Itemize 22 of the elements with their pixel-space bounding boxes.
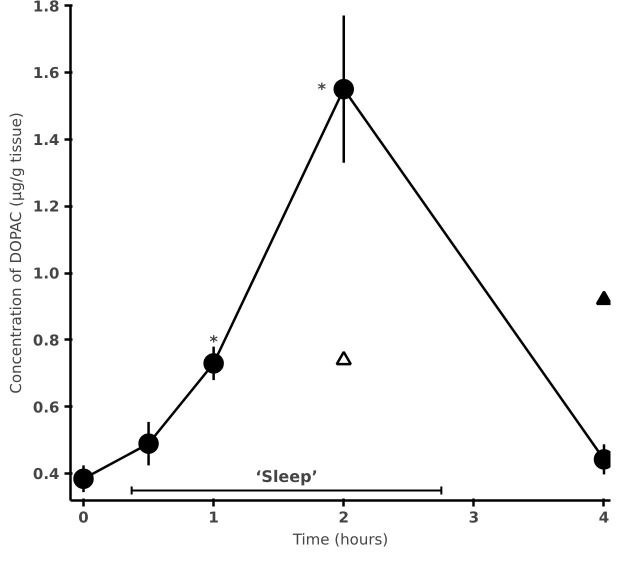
y-tick-label: 1.2 [32,198,60,216]
y-tick-label: 1.4 [32,130,60,149]
x-tick-label: 0 [78,508,89,526]
y-tick-label: 0.8 [32,331,60,350]
y-tick-label: 0.6 [32,398,60,416]
y-tick-label: 1.6 [32,64,60,82]
x-axis-title: Time (hours) [292,530,388,548]
y-tick-label: 0.4 [32,465,60,484]
annotation: ‘Sleep’ [255,466,318,486]
x-tick-label: 4 [598,508,610,526]
x-tick-label: 1 [208,508,219,526]
y-tick-label: 1.8 [32,0,60,16]
x-tick-label: 3 [468,508,480,526]
y-axis-title: Concentration of DOPAC (μg/g tissue) [6,112,25,394]
point [138,433,159,454]
annotation: * [209,332,218,351]
point [334,78,354,100]
annotation: * [318,80,327,99]
point [203,353,224,374]
y-tick-label: 1.0 [32,264,60,283]
point [73,468,94,489]
x-tick-label: 2 [338,508,349,526]
